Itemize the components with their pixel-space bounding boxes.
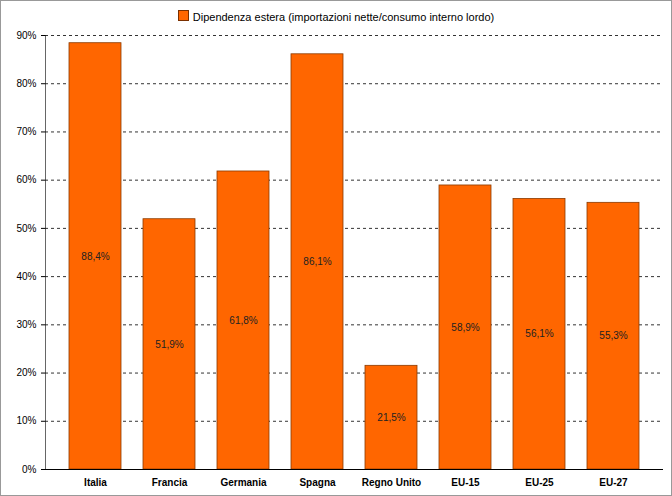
svg-text:55,3%: 55,3%	[599, 330, 627, 341]
svg-text:61,8%: 61,8%	[229, 315, 257, 326]
svg-text:88,4%: 88,4%	[81, 251, 109, 262]
svg-text:58,9%: 58,9%	[451, 322, 479, 333]
svg-text:70%: 70%	[16, 126, 36, 137]
svg-text:10%: 10%	[16, 415, 36, 426]
svg-text:EU-15: EU-15	[451, 477, 480, 488]
svg-text:50%: 50%	[16, 223, 36, 234]
svg-text:20%: 20%	[16, 367, 36, 378]
svg-text:Italia: Italia	[84, 477, 107, 488]
svg-text:80%: 80%	[16, 78, 36, 89]
svg-text:40%: 40%	[16, 271, 36, 282]
svg-text:EU-27: EU-27	[599, 477, 628, 488]
svg-text:90%: 90%	[16, 30, 36, 41]
html-text:Dipendenza estera (importazion: Dipendenza estera (importazioni nette/co…	[192, 10, 495, 23]
svg-text:0%: 0%	[22, 464, 37, 475]
svg-text:21,5%: 21,5%	[377, 412, 405, 423]
svg-text:Francia: Francia	[152, 477, 188, 488]
svg-text:86,1%: 86,1%	[303, 256, 331, 267]
svg-text:56,1%: 56,1%	[525, 328, 553, 339]
svg-text:60%: 60%	[16, 174, 36, 185]
svg-text:Germania: Germania	[220, 477, 267, 488]
svg-text:Spagna: Spagna	[299, 477, 336, 488]
svg-text:Regno Unito: Regno Unito	[362, 477, 421, 488]
svg-text:51,9%: 51,9%	[155, 339, 183, 350]
svg-text:EU-25: EU-25	[525, 477, 554, 488]
svg-text:30%: 30%	[16, 319, 36, 330]
